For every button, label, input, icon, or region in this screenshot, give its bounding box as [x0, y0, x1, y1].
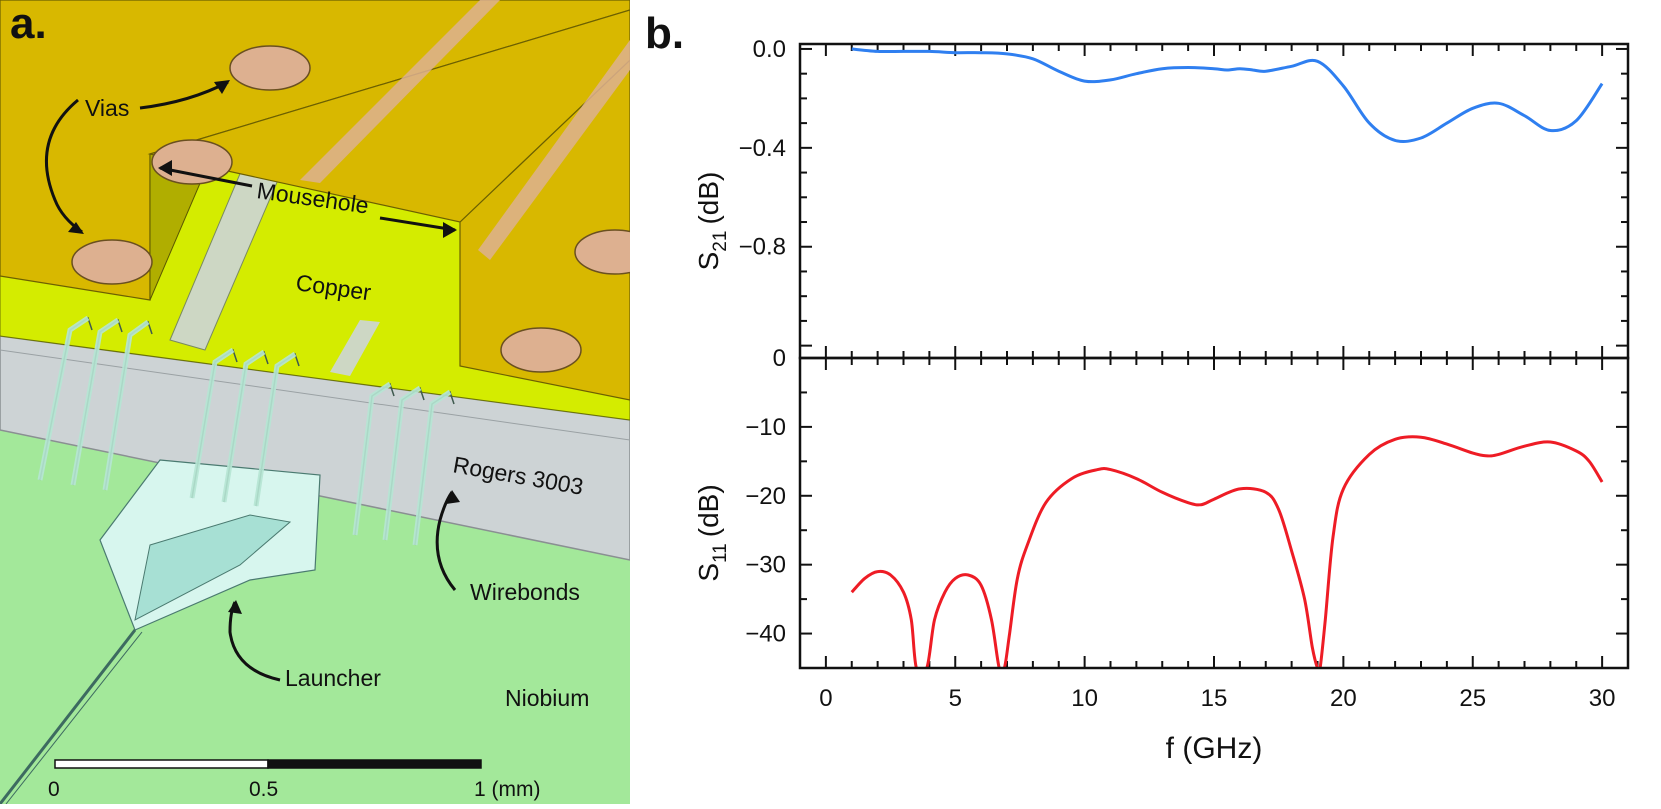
y-tick-label: −10 — [745, 414, 786, 441]
copper-rail — [300, 0, 500, 183]
s21-ylabel-unit: (dB) — [693, 172, 724, 225]
x-tick-label: 15 — [1201, 685, 1228, 712]
label-niobium: Niobium — [505, 685, 589, 711]
s11-chart: −10 −20 −30 −40 0 5 10 15 20 25 30 S11 (dB) f (GHz… — [693, 357, 1628, 765]
scale-bar: 0 0.5 1 (mm) — [48, 759, 541, 801]
y-tick-label: 0.0 — [753, 36, 786, 63]
s11-tick-labels: −10 −20 −30 −40 — [745, 414, 786, 648]
s11-series-line — [850, 435, 1604, 668]
s21-ylabel-main: S — [693, 252, 724, 271]
y-tick-label: −20 — [745, 483, 786, 510]
arrow-wirebonds — [435, 491, 457, 591]
scale-tick-end: 1 (mm) — [474, 778, 541, 801]
feedline-edge — [5, 631, 143, 804]
scale-tick-mid: 0.5 — [249, 778, 278, 801]
s21-tick-labels: 0.0 −0.4 −0.8 — [739, 36, 786, 261]
arrow-heads — [68, 80, 460, 614]
s11-ylabel-unit: (dB) — [693, 484, 724, 537]
s21-ylabel: S21 (dB) — [693, 172, 731, 271]
s11-ylabel: S11 (dB) — [693, 484, 731, 581]
s21-bottom-tick-label: 0 — [773, 345, 786, 372]
scale-bar-white — [54, 759, 269, 769]
feedline — [0, 629, 137, 804]
device-illustration: a. Vias Mousehole Copper Rogers 3003 Wir… — [0, 0, 630, 804]
arrow-vias-bottom — [44, 98, 83, 234]
x-tick-label: 25 — [1459, 685, 1486, 712]
label-vias: Vias — [85, 95, 129, 121]
s21-chart: 0.0 −0.4 −0.8 0 S21 (dB) — [693, 36, 1628, 372]
x-axis-label: f (GHz) — [1166, 732, 1263, 765]
y-tick-label: −0.4 — [739, 135, 786, 162]
via — [574, 229, 630, 275]
x-tick-label: 30 — [1589, 685, 1616, 712]
via — [500, 327, 582, 373]
rogers-edge-line — [0, 349, 630, 441]
s11-ticks — [800, 357, 1628, 669]
panel-a-label: a. — [10, 0, 47, 48]
wirebond-fill-group — [37, 315, 452, 546]
mousehole-roof — [147, 9, 630, 223]
s21-plot-frame — [798, 42, 1630, 360]
s21-ticks — [800, 44, 1628, 358]
x-tick-label: 5 — [949, 685, 962, 712]
panel-b-label: b. — [645, 9, 684, 58]
s21-ylabel-sub: 21 — [710, 231, 731, 252]
scale-tick-0: 0 — [48, 778, 60, 801]
via — [151, 139, 233, 185]
x-tick-labels: 0 5 10 15 20 25 30 — [819, 685, 1615, 712]
y-tick-label: −30 — [745, 552, 786, 579]
scale-bar-black — [267, 759, 482, 769]
x-tick-label: 0 — [819, 685, 832, 712]
via — [71, 239, 153, 285]
s21-series-line — [851, 47, 1604, 143]
arrow-mousehole-right — [379, 216, 456, 232]
y-tick-label: −40 — [745, 621, 786, 648]
launcher-inner — [134, 514, 292, 621]
x-tick-label: 10 — [1071, 685, 1098, 712]
trace-gap-2 — [330, 320, 380, 376]
copper-rail-2 — [478, 40, 630, 260]
label-launcher: Launcher — [285, 665, 381, 691]
s11-ylabel-main: S — [693, 563, 724, 582]
via — [229, 45, 311, 91]
y-tick-label: −0.8 — [739, 234, 786, 261]
s11-ylabel-sub: 11 — [710, 543, 731, 563]
x-tick-label: 20 — [1330, 685, 1357, 712]
arrow-mousehole-left — [159, 166, 253, 188]
label-wirebonds: Wirebonds — [470, 579, 580, 605]
s11-plot-frame — [798, 356, 1630, 670]
